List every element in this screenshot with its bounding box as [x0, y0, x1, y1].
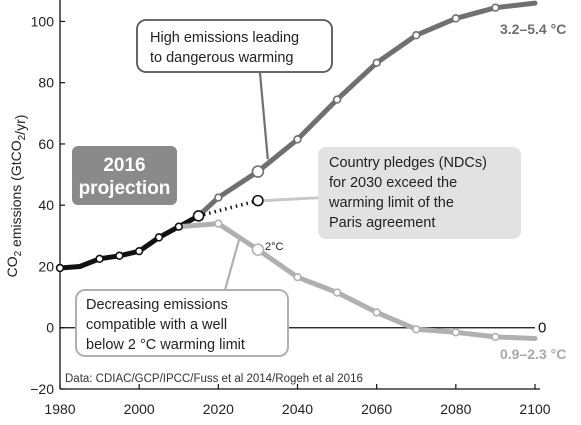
high-callout-line: High emissions leading	[150, 30, 299, 46]
low-callout-line: below 2 °C warming limit	[86, 337, 245, 353]
series-high-line	[196, 0, 538, 219]
high-point	[293, 135, 302, 144]
high-point	[491, 3, 500, 12]
ndc-callout-line: warming limit of the	[328, 195, 454, 211]
high-point	[372, 58, 381, 67]
y-tick-label: 80	[38, 75, 54, 91]
high-callout-box	[136, 19, 333, 73]
low-point	[332, 288, 342, 297]
y-tick-label: 0	[46, 320, 54, 336]
historical-point	[174, 222, 183, 231]
projection-badge-line2: projection	[79, 178, 171, 199]
projection-badge-line1: 2016	[103, 155, 145, 176]
ndc-callout-line: Country pledges (NDCs)	[329, 155, 487, 171]
series-low-line	[176, 221, 538, 341]
high-point	[451, 14, 461, 23]
low-point	[214, 219, 223, 228]
ndc-callout-line: for 2030 exceed the	[329, 175, 457, 191]
x-tick-label: 2080	[440, 401, 471, 417]
y-tick-label: −20	[30, 381, 54, 397]
high-connector	[258, 72, 269, 160]
low-point	[451, 328, 461, 337]
low-callout-line: Decreasing emissions	[86, 297, 228, 313]
x-tick-label: 1980	[44, 401, 75, 417]
ndc-2030-point	[252, 194, 264, 207]
zero-end-label: 0	[538, 320, 546, 337]
high-callout-line: to dangerous warming	[150, 50, 293, 66]
low-point	[293, 273, 302, 282]
y-tick-label: 20	[38, 258, 54, 274]
historical-point	[154, 233, 164, 242]
low-point	[491, 332, 500, 342]
low-point	[412, 325, 421, 334]
historical-point	[134, 246, 144, 256]
y-tick-label: 40	[38, 197, 54, 213]
high-point	[214, 193, 223, 202]
x-tick-label: 2100	[519, 401, 550, 417]
x-tick-label: 2000	[124, 401, 155, 417]
y-tick-label: 100	[31, 13, 55, 29]
y-axis-label: CO2 emissions (GtCO2/yr)	[4, 115, 28, 278]
projection-origin-point	[192, 210, 205, 222]
historical-point	[55, 263, 65, 273]
high-point-2030	[251, 165, 265, 178]
low-callout-box	[75, 289, 289, 357]
low-callout-line: compatible with a well	[86, 317, 227, 333]
low-point-2030	[251, 243, 265, 256]
low-point	[372, 308, 381, 317]
x-tick-label: 2060	[361, 401, 392, 417]
two-degree-label: 2°C	[265, 241, 284, 253]
ndc-callout-line: Paris agreement	[329, 215, 435, 231]
high-point	[412, 31, 421, 40]
projection-badge	[72, 146, 177, 205]
data-source-note: Data: CDIAC/GCP/IPCC/Fuss et al 2014/Rog…	[65, 373, 363, 385]
historical-point	[115, 251, 124, 260]
high-point	[332, 95, 342, 104]
ndc-connector	[263, 196, 323, 203]
high-end-label: 3.2–5.4 °C	[500, 21, 566, 37]
historical-point	[95, 254, 104, 264]
x-tick-label: 2040	[282, 401, 313, 417]
y-tick-label: 60	[38, 136, 54, 152]
low-connector	[223, 235, 242, 291]
x-tick-label: 2020	[203, 401, 234, 417]
ndc-callout-box	[318, 147, 521, 239]
low-end-label: 0.9–2.3 °C	[500, 346, 566, 362]
